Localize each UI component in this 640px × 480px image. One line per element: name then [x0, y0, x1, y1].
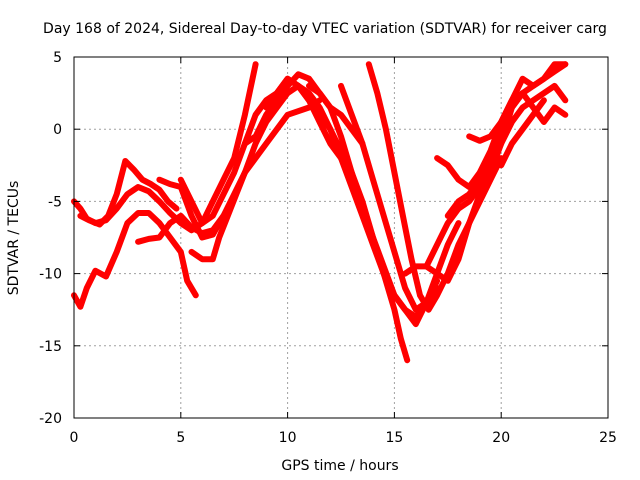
y-tick-label: -5 — [48, 194, 62, 210]
series-line-sat-j — [306, 82, 411, 364]
y-tick-label: 5 — [53, 50, 62, 66]
plot-frame — [73, 56, 609, 419]
x-tick-label: 20 — [492, 430, 510, 446]
chart-title: Day 168 of 2024, Sidereal Day-to-day VTE… — [43, 21, 607, 37]
series-line-sat-k — [338, 82, 441, 313]
ticks-layer: 0 5 10 15 20 25 5 0 -5 -10 -15 -20 — [39, 50, 617, 446]
series-line-sat-r — [498, 97, 547, 169]
y-tick-label: -20 — [39, 411, 62, 427]
series-line-sat-n — [423, 82, 569, 270]
series-line-sat-q — [466, 61, 569, 144]
series-line-sat-o — [444, 61, 569, 219]
x-tick-label: 15 — [385, 430, 403, 446]
series-line-sat-c — [77, 158, 180, 228]
y-axis-label: SDTVAR / TECUs — [6, 181, 22, 296]
x-tick-label: 5 — [176, 430, 185, 446]
y-tick-label: 0 — [53, 122, 62, 138]
x-tick-label: 25 — [599, 430, 617, 446]
series-line-sat-e — [156, 97, 323, 241]
x-tick-label: 10 — [279, 430, 297, 446]
x-tick-label: 0 — [70, 430, 79, 446]
series-line-sat-h — [241, 71, 366, 147]
y-tick-label: -10 — [39, 267, 62, 283]
series-line-sat-b — [71, 210, 199, 310]
y-tick-label: -15 — [39, 339, 62, 355]
series-line-sat-m — [402, 90, 569, 284]
x-axis-label: GPS time / hours — [281, 458, 398, 474]
series-layer — [71, 61, 569, 364]
series-line-sat-d — [135, 212, 227, 245]
